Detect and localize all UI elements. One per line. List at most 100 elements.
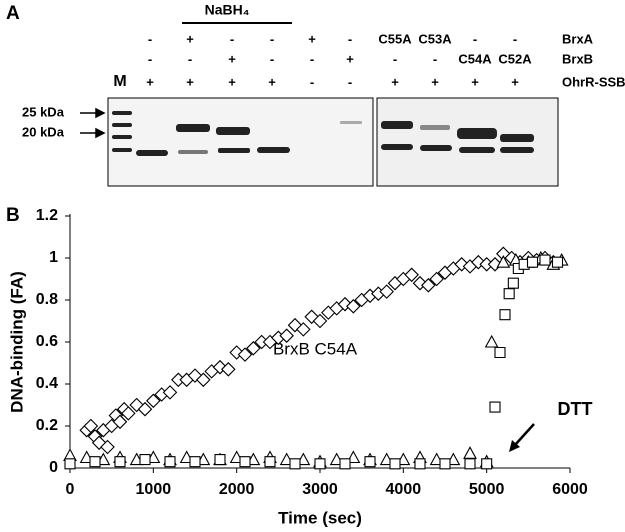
point: [379, 284, 394, 299]
band: [176, 124, 210, 132]
point: [339, 458, 351, 470]
point: [196, 372, 211, 388]
gel-left: [107, 97, 374, 187]
lane-cell: -: [148, 51, 152, 66]
lane-cell: -: [230, 31, 234, 46]
treatment-label: NaBH₄: [205, 2, 250, 18]
point: [229, 345, 244, 360]
y-tick-label: 0: [49, 459, 58, 476]
x-tick-label: 2000: [219, 481, 255, 498]
panel-label: A: [6, 3, 20, 24]
lane-cell: +: [268, 74, 276, 89]
point: [237, 347, 253, 362]
point: [64, 458, 76, 470]
y-tick-label: 1.2: [36, 207, 58, 224]
band: [459, 147, 495, 153]
lane-cell: -: [348, 31, 352, 46]
y-tick-label: 0.8: [36, 291, 58, 308]
band: [381, 144, 413, 150]
point: [496, 255, 511, 268]
lane-cell: +: [391, 74, 399, 89]
band: [420, 125, 450, 130]
x-tick-label: 5000: [469, 481, 505, 498]
point: [121, 406, 136, 421]
point: [499, 309, 511, 321]
band: [112, 111, 132, 115]
lane-cell: +: [308, 31, 316, 46]
band: [112, 123, 132, 127]
point: [112, 414, 128, 430]
x-axis-title: Time (sec): [278, 508, 362, 527]
band: [381, 121, 413, 129]
point: [114, 456, 126, 468]
point: [139, 454, 151, 466]
plot: 0 0.2 0.4 0.6 0.8 1 1.2 0 1000 2000 3000 4000 5000 60…: [36, 207, 588, 498]
row-label: BrxB: [562, 51, 593, 66]
annotation: DTT: [558, 399, 593, 419]
x-tick-label: 0: [66, 481, 75, 498]
band: [457, 128, 497, 139]
lane-cell: +: [186, 31, 194, 46]
point: [404, 267, 419, 283]
band: [112, 135, 132, 139]
lane-table: BrxA - + - - + - C55A C53A - - BrxB - - + - - + - - C54A C52A…: [146, 31, 625, 89]
lane-cell: C54A: [458, 51, 492, 66]
point: [464, 458, 476, 470]
point: [214, 454, 226, 466]
band: [136, 150, 168, 156]
point: [389, 458, 401, 470]
point: [364, 456, 376, 468]
lane-cell: -: [473, 31, 477, 46]
lane-cell: C55A: [378, 31, 412, 46]
point: [346, 299, 361, 314]
point: [463, 446, 477, 459]
point: [489, 401, 501, 413]
lane-cell: C53A: [418, 31, 452, 46]
y-axis-title: DNA-binding (FA): [7, 271, 26, 413]
row-label: OhrR-SSB: [562, 74, 625, 89]
point: [221, 362, 236, 377]
lane-cell: +: [346, 51, 354, 66]
point: [439, 458, 451, 470]
point: [129, 397, 144, 413]
point: [429, 271, 444, 287]
y-tick-label: 0.6: [36, 333, 58, 350]
size-arrows: [80, 107, 106, 139]
panel-label: B: [6, 205, 20, 226]
point: [164, 456, 176, 468]
point: [312, 313, 328, 329]
point: [421, 278, 436, 293]
annotation: BrxB C54A: [273, 339, 358, 358]
lane-cell: C52A: [498, 51, 532, 66]
band: [420, 145, 452, 151]
point: [551, 256, 564, 268]
point: [100, 439, 115, 455]
point: [304, 309, 319, 325]
point: [289, 458, 301, 470]
point: [481, 458, 493, 470]
lane-cell: +: [228, 51, 236, 66]
x-tick-label: 4000: [386, 481, 422, 498]
annotation-arrow: [514, 423, 535, 446]
point: [296, 322, 311, 337]
y-tick-label: 0.4: [36, 375, 58, 392]
point: [246, 341, 261, 356]
x-tick-label: 3000: [302, 481, 338, 498]
x-tick-label: 6000: [552, 481, 588, 498]
lane-cell: +: [186, 74, 194, 89]
point: [503, 288, 515, 300]
lane-cell: -: [310, 51, 314, 66]
band: [257, 147, 290, 153]
band: [500, 134, 534, 142]
point: [454, 257, 469, 272]
band: [112, 148, 132, 152]
point: [83, 418, 99, 434]
band: [216, 127, 250, 135]
point: [484, 334, 499, 348]
arrowhead: [95, 127, 106, 139]
point: [279, 328, 294, 343]
lane-cell: -: [270, 51, 274, 66]
point: [314, 458, 326, 470]
point: [91, 435, 107, 451]
